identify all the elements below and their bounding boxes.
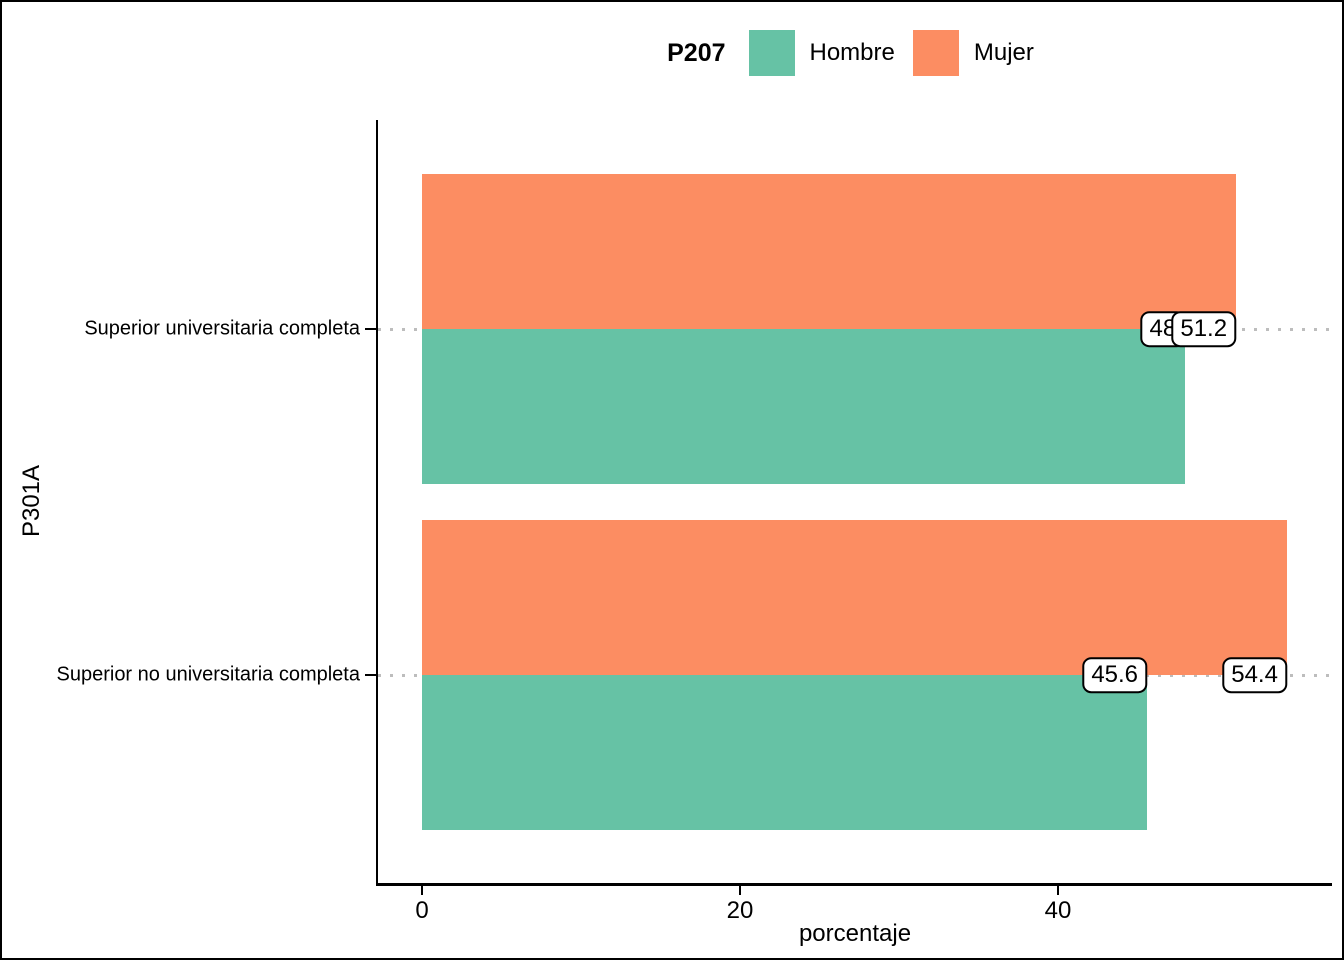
legend-item-label: Mujer (973, 39, 1034, 66)
y-tick (364, 327, 378, 331)
category-label: Superior no universitaria completa (56, 663, 361, 686)
legend-key-swatch-icon (912, 30, 959, 76)
y-axis-title: P301A (18, 464, 45, 538)
x-tick-label: 0 (415, 897, 429, 924)
x-tick-label: 40 (1044, 897, 1072, 924)
legend: P207 Hombre Mujer (378, 28, 1332, 78)
legend-item-mujer: Mujer (912, 30, 1034, 76)
plot-panel: 48 45.6 51.2 54.4 (378, 120, 1332, 883)
x-tick (738, 883, 742, 895)
category-label: Superior universitaria completa (84, 317, 360, 340)
x-axis-title: porcentaje (798, 920, 912, 947)
legend-title: P207 (667, 38, 726, 67)
legend-key-swatch-icon (748, 30, 795, 76)
x-tick (420, 883, 424, 895)
bar-hombre-0 (422, 329, 1186, 484)
x-tick-label: 20 (726, 897, 754, 924)
x-axis-line (375, 883, 1332, 886)
x-tick (1056, 883, 1060, 895)
bar-hombre-1 (422, 675, 1148, 830)
bar-value-label: 51.2 (1171, 311, 1237, 347)
y-tick (364, 673, 378, 677)
legend-item-label: Hombre (809, 39, 895, 66)
y-axis-line (375, 120, 378, 886)
bar-mujer-1 (422, 520, 1287, 675)
bar-mujer-0 (422, 174, 1237, 329)
bar-value-label: 54.4 (1222, 657, 1287, 693)
legend-item-hombre: Hombre (748, 30, 895, 76)
bar-value-label: 45.6 (1082, 657, 1148, 693)
